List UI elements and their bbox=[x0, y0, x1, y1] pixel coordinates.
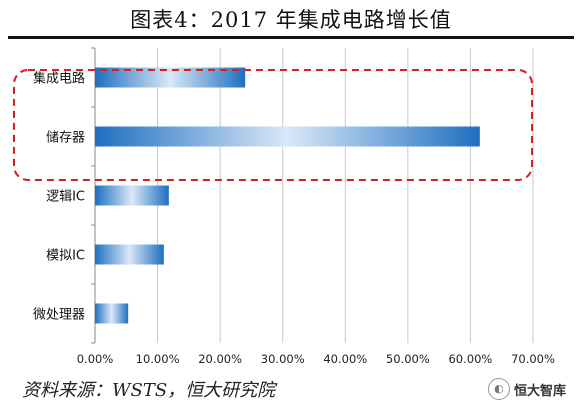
category-label: 储存器 bbox=[46, 131, 85, 146]
x-tick-label: 30.00% bbox=[261, 352, 305, 366]
watermark: ◐ 恒大智库 bbox=[487, 378, 566, 400]
x-tick-label: 50.00% bbox=[386, 352, 430, 366]
x-tick-label: 60.00% bbox=[448, 352, 492, 366]
category-label: 模拟IC bbox=[46, 249, 85, 264]
x-tick-label: 10.00% bbox=[136, 352, 180, 366]
x-tick-label: 20.00% bbox=[198, 352, 242, 366]
title-rule bbox=[8, 36, 574, 39]
bar-chart: 0.00% 10.00% 20.00% 30.00% 40.00% 50.00% 60.00… bbox=[13, 47, 555, 366]
x-tick-label: 70.00% bbox=[511, 352, 555, 366]
bar bbox=[95, 126, 480, 147]
bar bbox=[95, 185, 169, 206]
bar bbox=[95, 244, 164, 265]
watermark-text: 恒大智库 bbox=[513, 383, 566, 399]
bar bbox=[95, 67, 246, 88]
source-note: 资料来源：WSTS，恒大研究院 bbox=[22, 380, 276, 401]
category-label: 微处理器 bbox=[33, 308, 85, 323]
x-tick-label: 0.00% bbox=[77, 352, 114, 366]
category-label: 集成电路 bbox=[33, 71, 85, 87]
category-label: 逻辑IC bbox=[46, 190, 85, 205]
highlight-box bbox=[13, 69, 533, 181]
wechat-icon: ◐ bbox=[487, 378, 510, 400]
bar bbox=[95, 303, 129, 324]
x-tick-label: 40.00% bbox=[323, 352, 367, 366]
chart-title: 图表4：2017 年集成电路增长值 bbox=[130, 8, 452, 32]
